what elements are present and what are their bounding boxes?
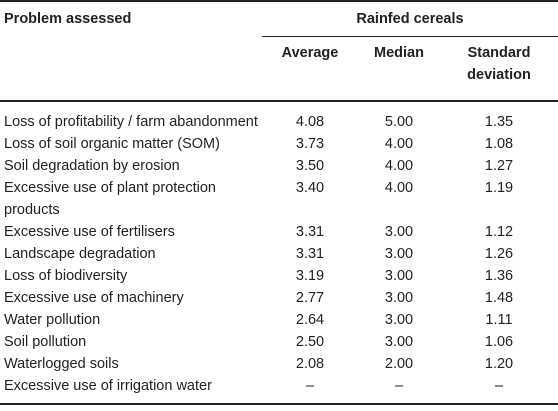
table-row: Loss of profitability / farm abandonment… [0,101,558,133]
sd-cell: 1.11 [485,312,513,328]
sd-cell: 1.27 [484,158,514,174]
sd-cell: 1.35 [484,114,514,130]
average-cell: 2.64 [295,312,325,328]
problem-assessed-header: Problem assessed [0,0,262,37]
sd-cell: 1.12 [484,224,514,240]
table-row: Waterlogged soils 2.08 2.00 1.20 [0,353,558,375]
median-cell: 5.00 [384,114,414,130]
problem-cell: Water pollution [4,312,101,328]
sd-cell: – [494,378,504,394]
sd-cell: 1.36 [484,268,514,284]
table-row: Excessive use of plant protection produc… [0,177,558,221]
table-row: Landscape degradation 3.31 3.00 1.26 [0,243,558,265]
table-row: Soil pollution 2.50 3.00 1.06 [0,331,558,353]
median-cell: 3.00 [384,224,414,240]
problem-cell: Excessive use of machinery [4,290,184,306]
average-cell: – [305,378,315,394]
problem-cell: Soil pollution [4,334,87,350]
average-cell: 2.08 [295,356,325,372]
average-cell: 3.50 [295,158,325,174]
median-cell: 3.00 [384,312,414,328]
median-cell: 4.00 [384,136,414,152]
problem-cell: Excessive use of plant protection produc… [4,180,216,218]
sd-cell: 1.48 [484,290,514,306]
table-body: Loss of profitability / farm abandonment… [0,101,558,404]
sd-header-line2: deviation [467,67,531,83]
sd-cell: 1.08 [484,136,514,152]
sd-cell: 1.26 [484,246,514,262]
median-cell: 3.00 [384,334,414,350]
average-cell: 3.31 [295,246,325,262]
table-row: Soil degradation by erosion 3.50 4.00 1.27 [0,155,558,177]
median-cell: 4.00 [384,180,414,196]
sd-cell: 1.20 [484,356,514,372]
table-row: Excessive use of irrigation water – – – [0,375,558,404]
problem-cell: Excessive use of irrigation water [4,378,212,394]
median-cell: 3.00 [384,268,414,284]
sd-cell: 1.19 [484,180,514,196]
header-row-stats: Average Median Standard deviation [0,36,558,102]
table-row: Loss of biodiversity 3.19 3.00 1.36 [0,265,558,287]
median-cell: – [394,378,404,394]
average-cell: 3.40 [295,180,325,196]
problem-cell: Loss of biodiversity [4,268,128,284]
median-cell: 4.00 [384,158,414,174]
sd-header-line1: Standard [467,45,531,61]
rainfed-cereals-header: Rainfed cereals [262,0,558,37]
average-cell: 2.50 [295,334,325,350]
average-cell: 3.31 [295,224,325,240]
table-row: Water pollution 2.64 3.00 1.11 [0,309,558,331]
median-cell: 3.00 [384,246,414,262]
problem-cell: Landscape degradation [4,246,156,262]
problem-cell: Loss of soil organic matter (SOM) [4,136,220,152]
problem-cell: Soil degradation by erosion [4,158,180,174]
average-cell: 3.73 [295,136,325,152]
problem-cell: Loss of profitability / farm abandonment [4,114,258,130]
header-spacer [0,36,262,102]
average-cell: 3.19 [295,268,325,284]
table-row: Loss of soil organic matter (SOM) 3.73 4.0… [0,133,558,155]
sd-cell: 1.06 [484,334,514,350]
sd-header: Standard deviation [440,36,558,102]
problem-cell: Waterlogged soils [4,356,119,372]
header-row-group: Problem assessed Rainfed cereals [0,0,558,37]
median-header: Median [358,36,440,102]
median-cell: 3.00 [384,290,414,306]
problem-cell: Excessive use of fertilisers [4,224,175,240]
average-header: Average [262,36,358,102]
table-row: Excessive use of fertilisers 3.31 3.00 1.12 [0,221,558,243]
average-cell: 2.77 [295,290,325,306]
median-cell: 2.00 [384,356,414,372]
average-cell: 4.08 [295,114,325,130]
table-row: Excessive use of machinery 2.77 3.00 1.48 [0,287,558,309]
